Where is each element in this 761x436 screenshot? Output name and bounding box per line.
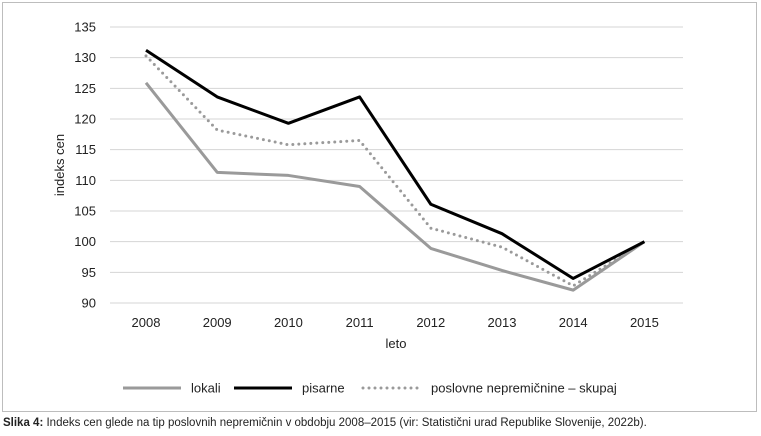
x-tick-label: 2009 [203,315,232,330]
y-tick-labels: 90 95 100 105 110 115 120 125 130 135 [74,20,96,311]
legend-label-1: lokali [191,381,221,396]
legend-label-3: poslovne nepremičnine – skupaj [431,381,617,396]
series-lines [144,49,646,292]
y-tick-label: 135 [74,20,96,35]
x-tick-label: 2014 [559,315,588,330]
y-tick-label: 95 [82,265,96,280]
y-tick-label: 125 [74,81,96,96]
y-tick-label: 105 [74,204,96,219]
figure-caption: Slika 4: Indeks cen glede na tip poslovn… [3,417,647,429]
y-tick-label: 115 [75,142,96,157]
x-tick-label: 2013 [488,315,517,330]
x-tick-label: 2012 [416,315,445,330]
x-tick-label: 2008 [132,315,161,330]
y-tick-label: 120 [74,112,96,127]
gridlines [110,26,683,304]
chart-frame [2,2,757,412]
y-axis-label: indeks cen [52,134,67,196]
y-tick-label: 110 [75,173,96,188]
x-tick-labels: 2008 2009 2010 2011 2012 2013 2014 2015 [132,315,659,330]
x-tick-label: 2011 [346,315,374,330]
series-line-2 [145,49,646,280]
caption-text: Indeks cen glede na tip poslovnih neprem… [43,417,647,429]
legend: lokali pisarne poslovne nepremičnine – sku… [123,381,617,396]
y-tick-label: 90 [82,296,96,311]
line-chart: 90 95 100 105 110 115 120 125 130 135 2008 2009 201… [52,20,683,396]
x-tick-label: 2010 [274,315,303,330]
y-tick-label: 100 [74,234,96,249]
x-tick-label: 2015 [630,315,659,330]
series-line-1 [144,81,646,292]
y-tick-label: 130 [74,50,96,65]
legend-label-2: pisarne [302,381,345,396]
series-line-3 [144,54,646,288]
caption-label: Slika 4: [3,417,44,429]
x-axis-label: leto [386,336,407,351]
